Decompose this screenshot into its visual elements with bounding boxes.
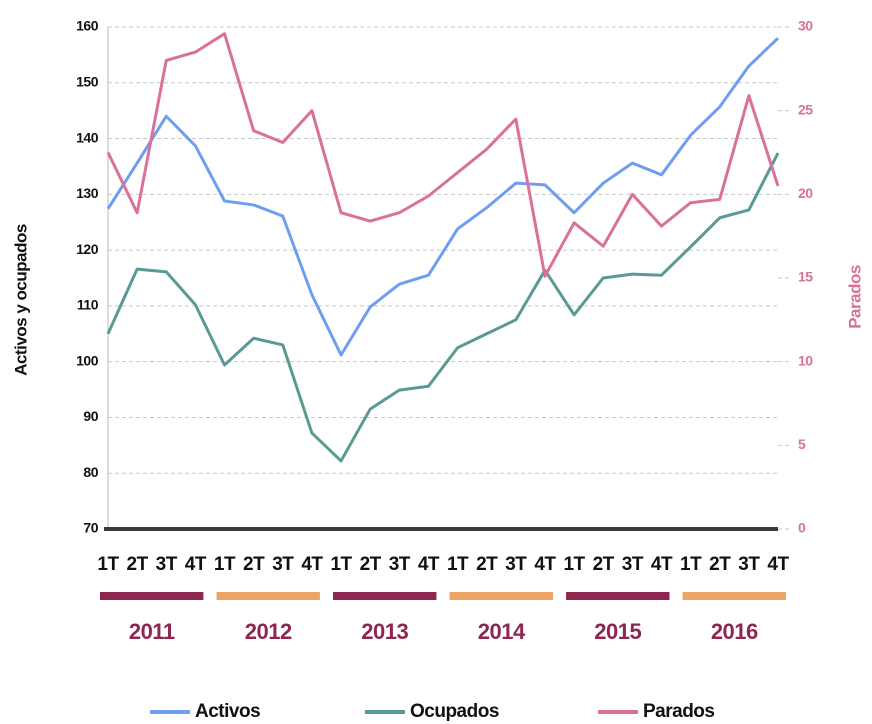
year-bar xyxy=(216,592,320,600)
y-axis-label: Activos y ocupados xyxy=(11,224,30,376)
year-label: 2012 xyxy=(245,619,292,644)
legend-label: Activos xyxy=(195,701,260,722)
y-tick-label: 80 xyxy=(83,464,98,480)
y-tick-label: 100 xyxy=(76,352,99,368)
y2-tick-label: 30 xyxy=(798,18,813,34)
year-label: 2016 xyxy=(711,619,758,644)
y-tick-label: 150 xyxy=(76,73,99,89)
y2-tick-label: 5 xyxy=(798,436,806,452)
y2-tick-label: 25 xyxy=(798,101,813,117)
year-bar xyxy=(566,592,670,600)
legend-label: Parados xyxy=(643,701,714,722)
year-bar xyxy=(333,592,437,600)
year-bar xyxy=(100,592,204,600)
x-tick-label: 3T xyxy=(622,554,644,575)
y-tick-label: 110 xyxy=(77,297,99,313)
x-tick-label: 2T xyxy=(127,554,149,575)
y-tick-label: 120 xyxy=(76,241,99,257)
line-series xyxy=(106,37,780,357)
x-tick-label: 2T xyxy=(476,554,498,575)
x-tick-label: 4T xyxy=(767,554,789,575)
y2-tick-label: 10 xyxy=(798,352,813,368)
x-tick-label: 2T xyxy=(243,554,265,575)
y-tick-label: 70 xyxy=(83,520,98,536)
x-tick-label: 1T xyxy=(97,554,119,575)
x-tick-label: 1T xyxy=(447,554,469,575)
x-tick-label: 3T xyxy=(156,554,178,575)
y-tick-label: 130 xyxy=(76,185,99,201)
x-tick-label: 3T xyxy=(738,554,760,575)
year-label: 2013 xyxy=(361,619,408,644)
y2-tick-label: 0 xyxy=(798,520,806,536)
y2-tick-label: 15 xyxy=(798,269,813,285)
x-tick-label: 3T xyxy=(272,554,294,575)
year-bar xyxy=(682,592,786,600)
y2-axis-label: Parados xyxy=(845,265,864,329)
year-bar xyxy=(449,592,553,600)
y-tick-label: 160 xyxy=(76,18,99,34)
y2-tick-label: 20 xyxy=(798,185,813,201)
y-tick-label: 90 xyxy=(83,408,98,424)
x-tick-label: 4T xyxy=(534,554,556,575)
y-tick-label: 140 xyxy=(76,129,99,145)
x-tick-label: 1T xyxy=(563,554,585,575)
x-tick-label: 2T xyxy=(709,554,731,575)
legend-label: Ocupados xyxy=(410,701,499,722)
x-tick-label: 4T xyxy=(651,554,673,575)
x-tick-label: 1T xyxy=(330,554,352,575)
year-label: 2014 xyxy=(478,619,526,644)
year-label: 2011 xyxy=(129,619,175,644)
x-tick-label: 2T xyxy=(593,554,615,575)
x-tick-label: 4T xyxy=(418,554,440,575)
x-tick-label: 1T xyxy=(214,554,236,575)
line-series xyxy=(106,152,780,463)
x-tick-label: 2T xyxy=(360,554,382,575)
year-label: 2015 xyxy=(594,619,641,644)
x-tick-label: 3T xyxy=(389,554,411,575)
x-tick-label: 4T xyxy=(185,554,207,575)
x-tick-label: 4T xyxy=(301,554,323,575)
x-tick-label: 3T xyxy=(505,554,527,575)
line-series xyxy=(106,32,780,278)
x-tick-label: 1T xyxy=(680,554,702,575)
